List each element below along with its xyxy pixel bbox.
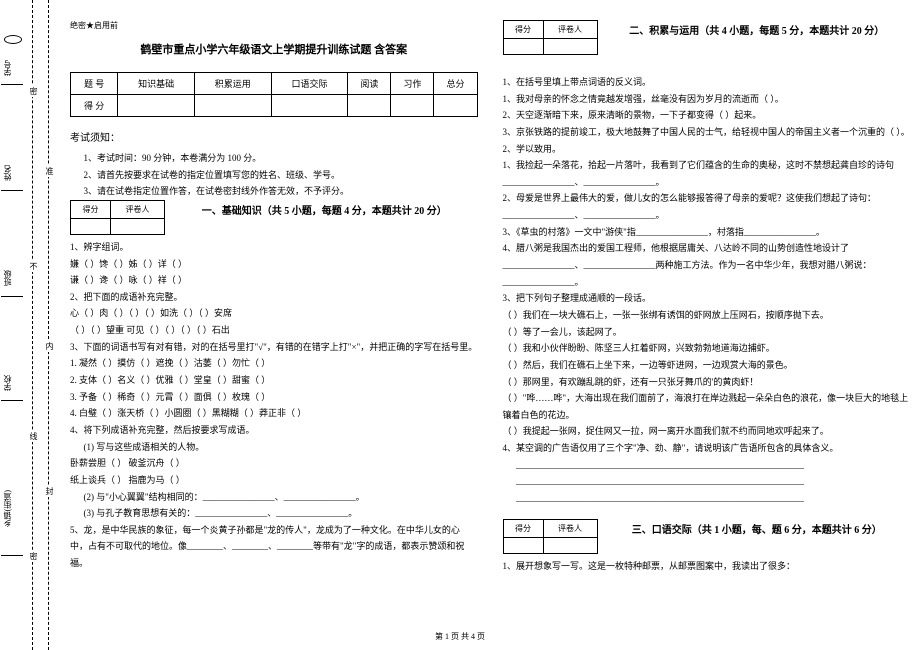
label-student-id: 学号 [2,60,13,76]
q4-row: 卧薪尝胆（ ） 破釜沉舟（ ） [70,455,478,472]
label-school: 学校 [2,375,13,391]
q2-row: （ ）（ ）望重 可见（ ）（ ）（ ）（ ）石出 [70,322,478,339]
s2q1-head: 1、在括号里填上带点词语的反义词。 [503,74,911,91]
q2-head: 2、把下面的成语补充完整。 [70,289,478,306]
score-header-cell: 口语交际 [271,73,348,95]
s2q3-line: （ ）我们在一块大礁石上，一张一张绑有诱饵的虾网放上压网石，按顺序抛下去。 [503,307,911,324]
q3-row: 4. 白璧（ ）涨天桥（ ）小圆圈（ ）黑糊糊（ ）莽正非（ ） [70,405,478,422]
section1-title: 一、基础知识（共 5 小题，每题 4 分，本题共计 20 分） [171,202,478,217]
section-score-box: 得分评卷人 [503,519,598,554]
right-column: 得分评卷人 二、积累与运用（共 4 小题，每题 5 分，本题共计 20 分） 1… [503,20,911,574]
seal-label: 密 [28,85,39,97]
blank-answer-line: ________________________________________… [503,473,911,490]
score-header-cell: 习作 [391,73,434,95]
seal-label: 不 [28,260,39,272]
section-score-box: 得分评卷人 [503,20,598,55]
score-blank-cell [118,95,195,117]
s2q2-line: 3、《草虫的村落》一文中"游侠"指________________，村落指___… [503,224,911,241]
section2-title: 二、积累与运用（共 4 小题，每题 5 分，本题共计 20 分） [604,22,911,37]
section3-title: 三、口语交际（共 1 小题，每、题 6 分，本题共计 6 分） [604,521,911,536]
q4-row: (1) 写与这些成语相关的人物。 [70,439,478,456]
score-header-cell: 阅读 [348,73,391,95]
score-label: 得分 [503,21,543,39]
score-blank-cell: 得 分 [71,95,118,117]
s3q1-text: 1、展开想象写一写。这是一枚特种邮票，从邮票图案中，我读出了很多： [503,558,911,575]
s2q3-line: （ ）我提起一张网，捉住网又一拉，网一离开水面我们就不约而同地欢呼起来了。 [503,423,911,440]
q4-row: (2) 与"小心翼翼"结构相同的：________________、______… [70,489,478,506]
score-header-cell: 积累运用 [194,73,271,95]
underline [1,400,23,401]
underline [1,296,23,297]
seal-label: 线 [28,430,39,442]
s2q3-line: （ ）等了一会儿，该起网了。 [503,324,911,341]
notice-item: 2、请首先按要求在试卷的指定位置填写您的姓名、班级、学号。 [70,167,478,184]
q3-row: 1. 凝然（ ）摸仿（ ）遮挽（ ）沽萎（ ）勿忙（ ） [70,355,478,372]
s2q2-head: 2、学以致用。 [503,141,911,158]
q3-row: 3. 予备（ ）稀奇（ ）元霄（ ）面俱（ ）枚瑰（ ） [70,389,478,406]
score-header-cell: 题 号 [71,73,118,95]
sealing-line-outer [48,0,49,650]
notice-item: 3、请在试卷指定位置作答，在试卷密封线外作答无效，不予评分。 [70,183,478,200]
score-blank-cell [348,95,391,117]
blank-answer-line: ________________________________________… [503,457,911,474]
confidential-label: 绝密★启用前 [70,20,478,31]
label-name: 姓名 [2,165,13,181]
q5-text: 5、龙，是中华民族的象征，每一个炎黄子孙都是"龙的传人"，龙成为了一种文化。在中… [70,522,478,572]
s2q1-line: 2、天空逐渐暗下来，原来清晰的景物，一下子都变得（ ）起来。 [503,107,911,124]
binding-margin: 学号 姓名 班级 学校 乡镇(街道) 密 准 不 内 线 封 密 [0,0,52,650]
s2q2-line: 1、我捡起一朵落花，拾起一片落叶，我看到了它们蕴含的生命的奥秘，这时不禁想起龚自… [503,157,911,190]
notice-title: 考试须知： [70,129,478,144]
q4-row: 纸上谈兵（ ） 指鹿为马（ ） [70,472,478,489]
underline [1,84,23,85]
score-overview-table: 题 号知识基础积累运用口语交际阅读习作总分 得 分 [70,72,478,117]
s2q2-line: 2、母爱是世界上最伟大的爱，做儿女的怎么能够报答得了母亲的爱呢？这使我们想起了诗… [503,190,911,223]
q4-head: 4、将下列成语补充完整，然后按要求写成语。 [70,422,478,439]
score-blank-cell [271,95,348,117]
q1-head: 1、辨字组词。 [70,239,478,256]
s2q4-text: 4、某空调的广告语仅用了三个字"净、劲、静"，请说明该广告语所包含的具体含义。 [503,440,911,457]
notice-item: 1、考试时间：90 分钟，本卷满分为 100 分。 [70,150,478,167]
underline [1,190,23,191]
s2q3-line: （ ）我和小伙伴盼盼、陈坚三人扛着虾网，兴致勃勃地道海边捕虾。 [503,340,911,357]
label-class: 班级 [2,270,13,286]
exam-title: 鹤壁市重点小学六年级语文上学期提升训练试题 含答案 [70,41,478,57]
score-blank-cell [194,95,271,117]
q1-row: 谦（ ）谗（ ）咏（ ）祥（ ） [70,272,478,289]
s2q3-head: 3、把下列句子整理成通顺的一段话。 [503,290,911,307]
page-container: 绝密★启用前 鹤壁市重点小学六年级语文上学期提升训练试题 含答案 题 号知识基础… [60,0,920,584]
score-header-cell: 知识基础 [118,73,195,95]
left-column: 绝密★启用前 鹤壁市重点小学六年级语文上学期提升训练试题 含答案 题 号知识基础… [70,20,478,574]
blank-answer-line: ________________________________________… [503,490,911,507]
score-label: 得分 [503,519,543,537]
s2q2-line: 4、腊八粥是我国杰出的爱国工程师，他根据居庸关、八达岭不同的山势创造性地设计了_… [503,240,911,290]
s2q1-line: 1、我对母亲的怀念之情竟越发增强，丝毫没有因为岁月的流逝而（ ）。 [503,91,911,108]
score-blank-cell [391,95,434,117]
score-label: 得分 [71,200,111,218]
s2q1-line: 3、京张铁路的提前竣工，极大地鼓舞了中国人民的士气，给轻视中国人的帝国主义者一个… [503,124,911,141]
score-header-cell: 总分 [434,73,477,95]
score-blank-cell [434,95,477,117]
q3-row: 2. 支体（ ）名义（ ）优雅（ ）堂皇（ ）甜蜜（ ） [70,372,478,389]
underline [1,555,23,556]
label-township: 乡镇(街道) [2,490,13,527]
seal-label: 封 [44,485,55,497]
seal-label: 准 [44,165,55,177]
q3-head: 3、下面的词语书写有对有错，对的在括号里打"√"，有错的在错字上打"×"，并把正… [70,339,478,356]
q4-row: (3) 与孔子教育思想有关的：________________、________… [70,505,478,522]
seal-label: 密 [28,550,39,562]
grader-label: 评卷人 [543,519,597,537]
q1-row: 嫌（ ）馋（ ）姊（ ）详（ ） [70,256,478,273]
s2q3-line: （ ）然后，我们在礁石上坐下来，一边等虾进网，一边观赏大海的景色。 [503,357,911,374]
grader-label: 评卷人 [111,200,165,218]
section-score-box: 得分评卷人 [70,200,165,235]
s2q3-line: （ ）那网里，有欢蹦乱跳的虾，还有一只张牙舞爪的'的黄肉虾！ [503,374,911,391]
grader-label: 评卷人 [543,21,597,39]
q2-row: 心（ ）肉（ ）（ ）（ ）如洗（ ）（ ）安席 [70,305,478,322]
oval-shape [4,35,22,46]
seal-label: 内 [44,340,55,352]
s2q3-line: （ ）"哗……哗"，大海出现在我们面前了，海浪打在岸边溅起一朵朵白色的浪花，像一… [503,390,911,423]
page-footer: 第 1 页 共 4 页 [0,631,920,642]
